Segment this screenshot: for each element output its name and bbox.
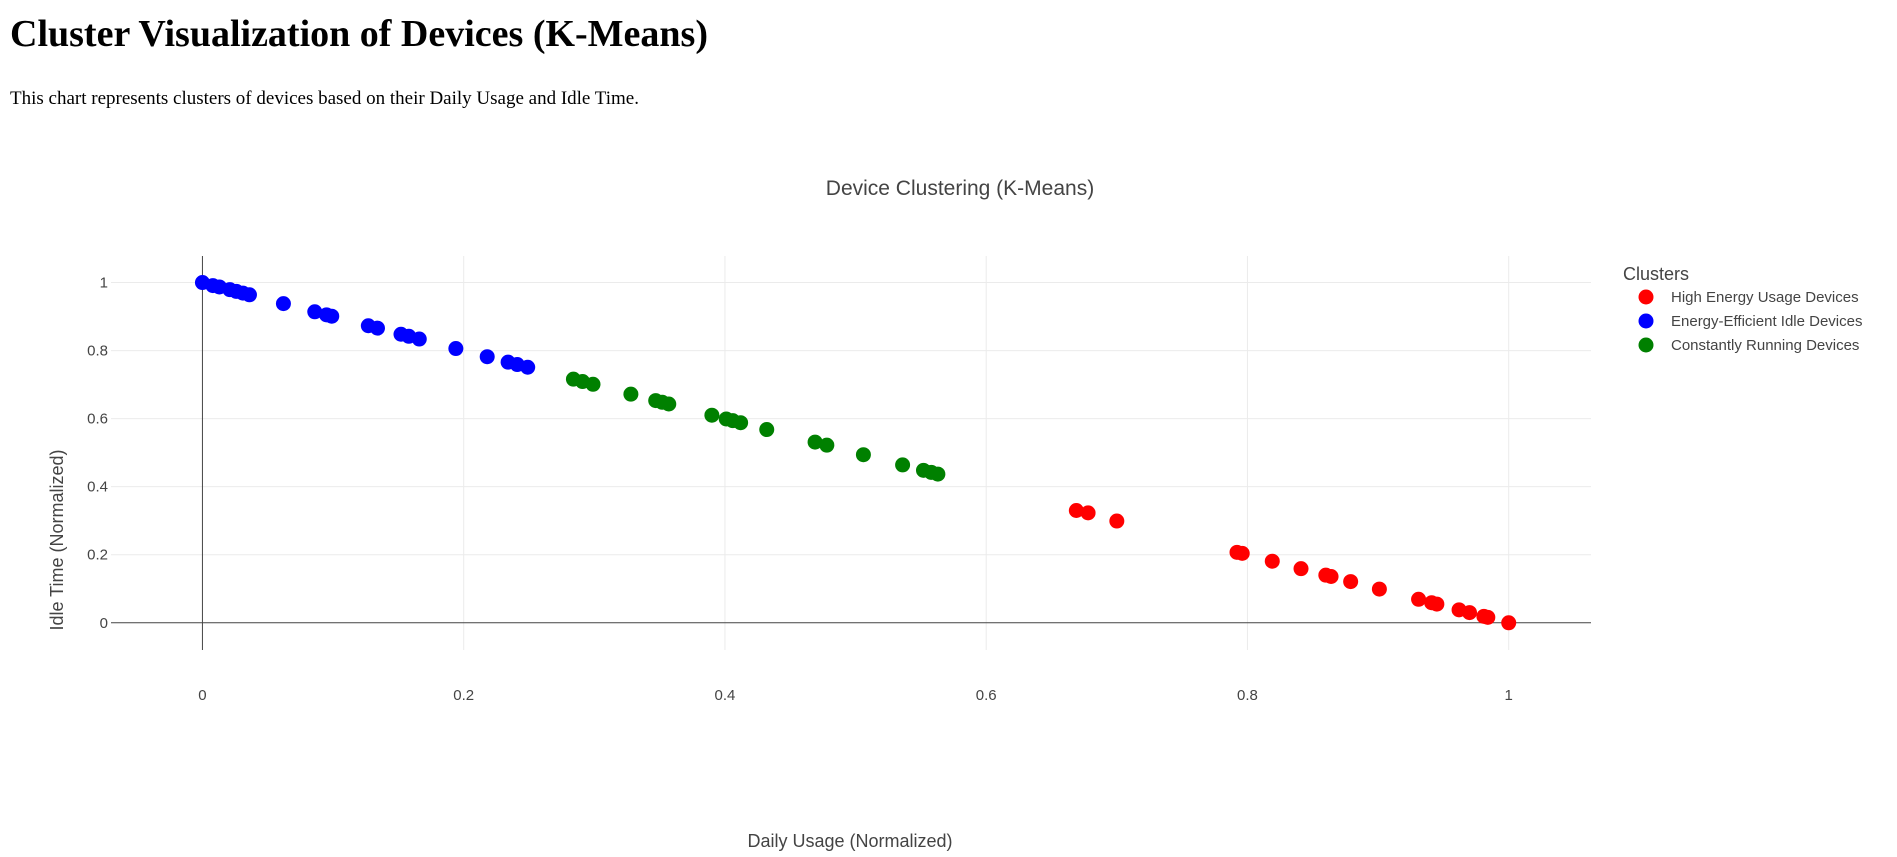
data-point[interactable] [733, 415, 749, 431]
data-point[interactable] [819, 437, 835, 453]
y-tick-label: 0.6 [87, 411, 108, 428]
data-point[interactable] [759, 422, 775, 438]
data-point[interactable] [1371, 581, 1387, 597]
legend-label: Constantly Running Devices [1671, 337, 1859, 354]
data-point[interactable] [275, 296, 291, 312]
data-point[interactable] [448, 341, 464, 357]
y-axis-label: Idle Time (Normalized) [47, 449, 67, 630]
legend-item[interactable]: Energy-Efficient Idle Devices [1638, 313, 1863, 330]
data-point[interactable] [895, 457, 911, 473]
legend-item[interactable]: High Energy Usage Devices [1638, 289, 1859, 306]
data-point[interactable] [1480, 609, 1496, 625]
y-tick-label: 0 [100, 615, 108, 632]
data-point[interactable] [1323, 569, 1339, 585]
page-title: Cluster Visualization of Devices (K-Mean… [10, 13, 708, 55]
data-point[interactable] [479, 349, 495, 365]
data-point[interactable] [1429, 596, 1445, 612]
data-point[interactable] [1343, 574, 1359, 590]
legend-label: Energy-Efficient Idle Devices [1671, 313, 1862, 330]
data-point[interactable] [520, 359, 536, 375]
data-point[interactable] [241, 287, 257, 303]
legend: Clusters High Energy Usage Devices Energy… [1623, 264, 1862, 354]
legend-title: Clusters [1623, 264, 1689, 284]
scatter-chart: Device Clustering (K-Means) 0 0.2 0.4 0.6 0.… [47, 177, 1862, 851]
data-point[interactable] [585, 376, 601, 392]
data-point[interactable] [324, 308, 340, 324]
data-point[interactable] [307, 304, 323, 320]
chart-title: Device Clustering (K-Means) [826, 177, 1094, 200]
series-2[interactable] [194, 275, 536, 375]
data-point[interactable] [661, 396, 677, 412]
data-point[interactable] [1234, 545, 1250, 561]
legend-marker [1638, 313, 1654, 329]
data-point[interactable] [1501, 615, 1517, 631]
data-point[interactable] [1293, 561, 1309, 577]
data-point[interactable] [930, 466, 946, 482]
data-point[interactable] [855, 447, 871, 463]
y-tick-label: 0.8 [87, 343, 108, 360]
x-axis-label: Daily Usage (Normalized) [747, 831, 952, 851]
grid-lines [111, 256, 1591, 650]
tick-labels: 0 0.2 0.4 0.6 0.8 1 0 0.2 0.4 0.6 0.8 1 [87, 275, 1513, 704]
y-tick-label: 0.4 [87, 479, 108, 496]
data-point[interactable] [411, 331, 427, 347]
x-tick-label: 0.6 [976, 687, 997, 704]
data-point[interactable] [1109, 513, 1125, 529]
y-tick-label: 0.2 [87, 547, 108, 564]
data-points[interactable] [194, 275, 1517, 631]
legend-marker [1638, 337, 1654, 353]
data-point[interactable] [807, 434, 823, 450]
y-tick-label: 1 [100, 275, 108, 292]
series-3[interactable] [565, 371, 946, 482]
x-tick-label: 0.4 [715, 687, 736, 704]
x-tick-label: 0 [198, 687, 206, 704]
legend-marker [1638, 289, 1654, 305]
data-point[interactable] [369, 320, 385, 336]
data-point[interactable] [623, 386, 639, 402]
data-point[interactable] [704, 407, 720, 423]
x-tick-label: 0.8 [1237, 687, 1258, 704]
series-1[interactable] [1068, 503, 1517, 631]
x-tick-label: 0.2 [453, 687, 474, 704]
x-tick-label: 1 [1505, 687, 1513, 704]
legend-item[interactable]: Constantly Running Devices [1638, 337, 1860, 354]
data-point[interactable] [1080, 505, 1096, 521]
axes [111, 256, 1591, 650]
data-point[interactable] [1462, 605, 1478, 621]
data-point[interactable] [1068, 503, 1084, 519]
data-point[interactable] [1264, 553, 1280, 569]
data-point[interactable] [1411, 591, 1427, 607]
page-description: This chart represents clusters of device… [10, 88, 639, 109]
legend-label: High Energy Usage Devices [1671, 289, 1859, 306]
